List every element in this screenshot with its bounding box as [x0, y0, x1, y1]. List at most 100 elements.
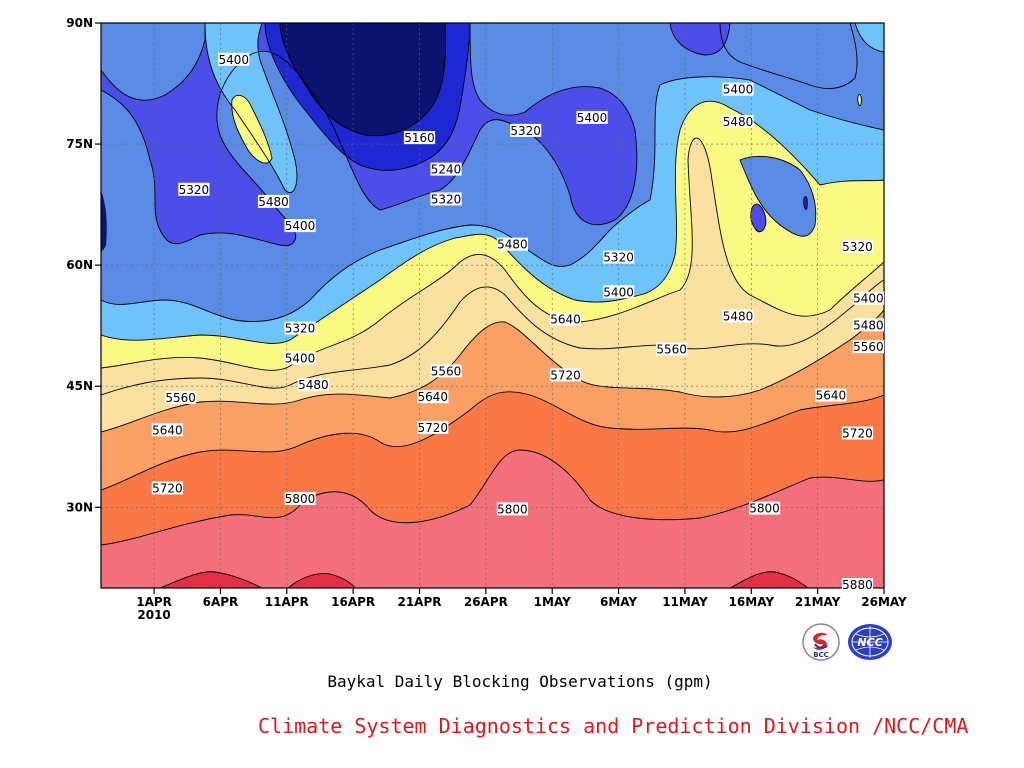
contour-lines: [101, 23, 884, 588]
contour-label-5400: 5400: [284, 219, 316, 233]
contour-label-text: 5480: [853, 318, 884, 332]
contour-above-5880-b: [287, 573, 356, 588]
contour-above-5880-a: [159, 571, 263, 588]
band-above-5880-a: [160, 571, 262, 588]
contour-small-right-dot: [803, 196, 808, 210]
contour-label-bg: [510, 123, 542, 137]
ncc-logo-text: NCC: [857, 636, 882, 649]
contour-label-bg: [151, 481, 183, 495]
contour-label-5640: 5640: [417, 390, 449, 404]
contour-label-text: 5880: [842, 578, 873, 592]
contour-label-5560: 5560: [165, 391, 197, 405]
contour-label-5640: 5640: [549, 312, 582, 327]
contour-label-text: 5560: [853, 340, 884, 354]
contour-label-5720: 5720: [549, 368, 582, 382]
contour-label-text: 5800: [285, 492, 316, 506]
contour-label-bg: [841, 240, 874, 254]
band-5400-right-top: [855, 23, 884, 52]
band-5320-5400-left: [101, 23, 205, 101]
x-tick-label: 11MAY: [662, 595, 708, 609]
contour-5080: [279, 23, 447, 137]
contour-5560: [101, 279, 884, 396]
contour-label-text: 5400: [577, 111, 608, 125]
contour-label-bg: [496, 502, 529, 516]
y-tick-label: 75N: [66, 137, 93, 151]
contour-label-5400: 5400: [602, 285, 635, 299]
contour-5400-left: [204, 23, 298, 193]
x-tick-label: 6MAY: [600, 595, 637, 609]
contour-label-text: 5320: [510, 124, 541, 138]
contour-label-bg: [165, 391, 197, 405]
contour-label-text: 5800: [497, 502, 528, 516]
contour-label-bg: [430, 364, 462, 378]
bcc-logo-icon: BCC: [802, 623, 840, 661]
contour-label-bg: [722, 82, 754, 96]
x-tick-label: 1MAY: [534, 595, 571, 609]
band-below-left-edge: [101, 190, 107, 252]
contour-label-5480: 5480: [257, 194, 290, 209]
contour-label-text: 5720: [152, 481, 183, 495]
contour-label-text: 5640: [550, 313, 581, 327]
contour-label-bg: [178, 182, 210, 196]
contour-label-text: 5240: [431, 163, 462, 177]
contour-5320-right: [719, 23, 858, 89]
contour-label-5560: 5560: [852, 340, 884, 354]
contour-label-bg: [218, 52, 250, 66]
contour-label-bg: [297, 378, 329, 392]
band-above-5880-b: [288, 573, 355, 588]
contour-label-5400: 5400: [218, 52, 250, 67]
contour-label-5160: 5160: [403, 131, 436, 145]
contour-label-bg: [722, 309, 754, 323]
y-tick-label: 30N: [66, 500, 93, 514]
x-tick-label: 16APR: [331, 595, 375, 609]
contour-label-5720: 5720: [841, 426, 874, 441]
contour-label-text: 5400: [603, 285, 634, 299]
contour-label-5320: 5320: [178, 182, 210, 197]
contour-label-bg: [430, 162, 462, 176]
x-tick-label: 1APR: [136, 595, 172, 609]
contour-label-bg: [841, 426, 874, 440]
contour-label-text: 5480: [723, 309, 754, 323]
contour-label-bg: [656, 342, 688, 356]
contour-label-bg: [284, 219, 316, 233]
contour-label-text: 5400: [853, 292, 884, 306]
contour-label-bg: [151, 423, 183, 437]
contour-label-text: 5480: [723, 115, 754, 129]
band-5320-right-mid: [740, 156, 816, 237]
contour-label-5800: 5800: [284, 491, 316, 506]
contour-label-5320: 5320: [841, 240, 874, 254]
contour-label-bg: [602, 250, 635, 264]
contour-5480-island: [231, 94, 273, 164]
contour-label-text: 5720: [842, 427, 873, 441]
contour-label-5480: 5480: [852, 318, 884, 332]
contour-label-bg: [417, 420, 449, 434]
contour-label-text: 5480: [497, 238, 528, 252]
contour-5160: [264, 23, 471, 171]
contour-label-5560: 5560: [656, 342, 688, 357]
plot-frame: [100, 22, 885, 589]
contour-label-bg: [430, 192, 462, 206]
contour-label-text: 5320: [603, 251, 634, 265]
contour-label-bg: [403, 131, 436, 145]
contour-label-text: 5560: [656, 343, 687, 357]
contour-label-text: 5320: [431, 192, 462, 206]
contour-label-text: 5160: [404, 131, 435, 145]
x-tick-label: 26APR: [464, 595, 508, 609]
contour-5320-right-mid: [739, 155, 817, 237]
x-year-label: 2010: [137, 608, 170, 622]
chart-caption: Baykal Daily Blocking Observations (gpm): [327, 672, 713, 691]
x-tick-label: 26MAY: [861, 595, 907, 609]
contour-small-right-bump: [857, 93, 862, 107]
contour-label-text: 5480: [298, 378, 329, 392]
contour-label-5400: 5400: [852, 291, 884, 306]
contour-5240: [101, 23, 638, 247]
contour-5240-right: [669, 23, 731, 56]
contour-label-5400: 5400: [722, 82, 754, 97]
band-5240-right-top: [670, 23, 730, 55]
contour-label-bg: [576, 110, 608, 124]
band-above-5880-c: [730, 571, 808, 588]
x-tick-label: 6APR: [203, 595, 239, 609]
contour-label-text: 5800: [749, 502, 780, 516]
y-tick-label: 45N: [66, 379, 93, 393]
contour-label-5640: 5640: [151, 423, 183, 437]
